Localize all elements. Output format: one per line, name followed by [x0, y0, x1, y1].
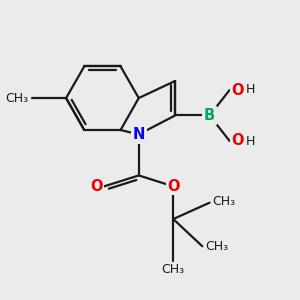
Text: CH₃: CH₃: [5, 92, 29, 104]
Text: O: O: [90, 179, 102, 194]
Text: H: H: [246, 135, 255, 148]
Text: O: O: [167, 179, 179, 194]
Text: CH₃: CH₃: [162, 262, 185, 276]
Text: O: O: [231, 82, 244, 98]
Text: H: H: [246, 83, 255, 96]
Text: N: N: [133, 127, 145, 142]
Text: B: B: [204, 108, 215, 123]
Text: O: O: [231, 134, 244, 148]
Text: CH₃: CH₃: [205, 240, 228, 253]
Text: CH₃: CH₃: [212, 196, 236, 208]
